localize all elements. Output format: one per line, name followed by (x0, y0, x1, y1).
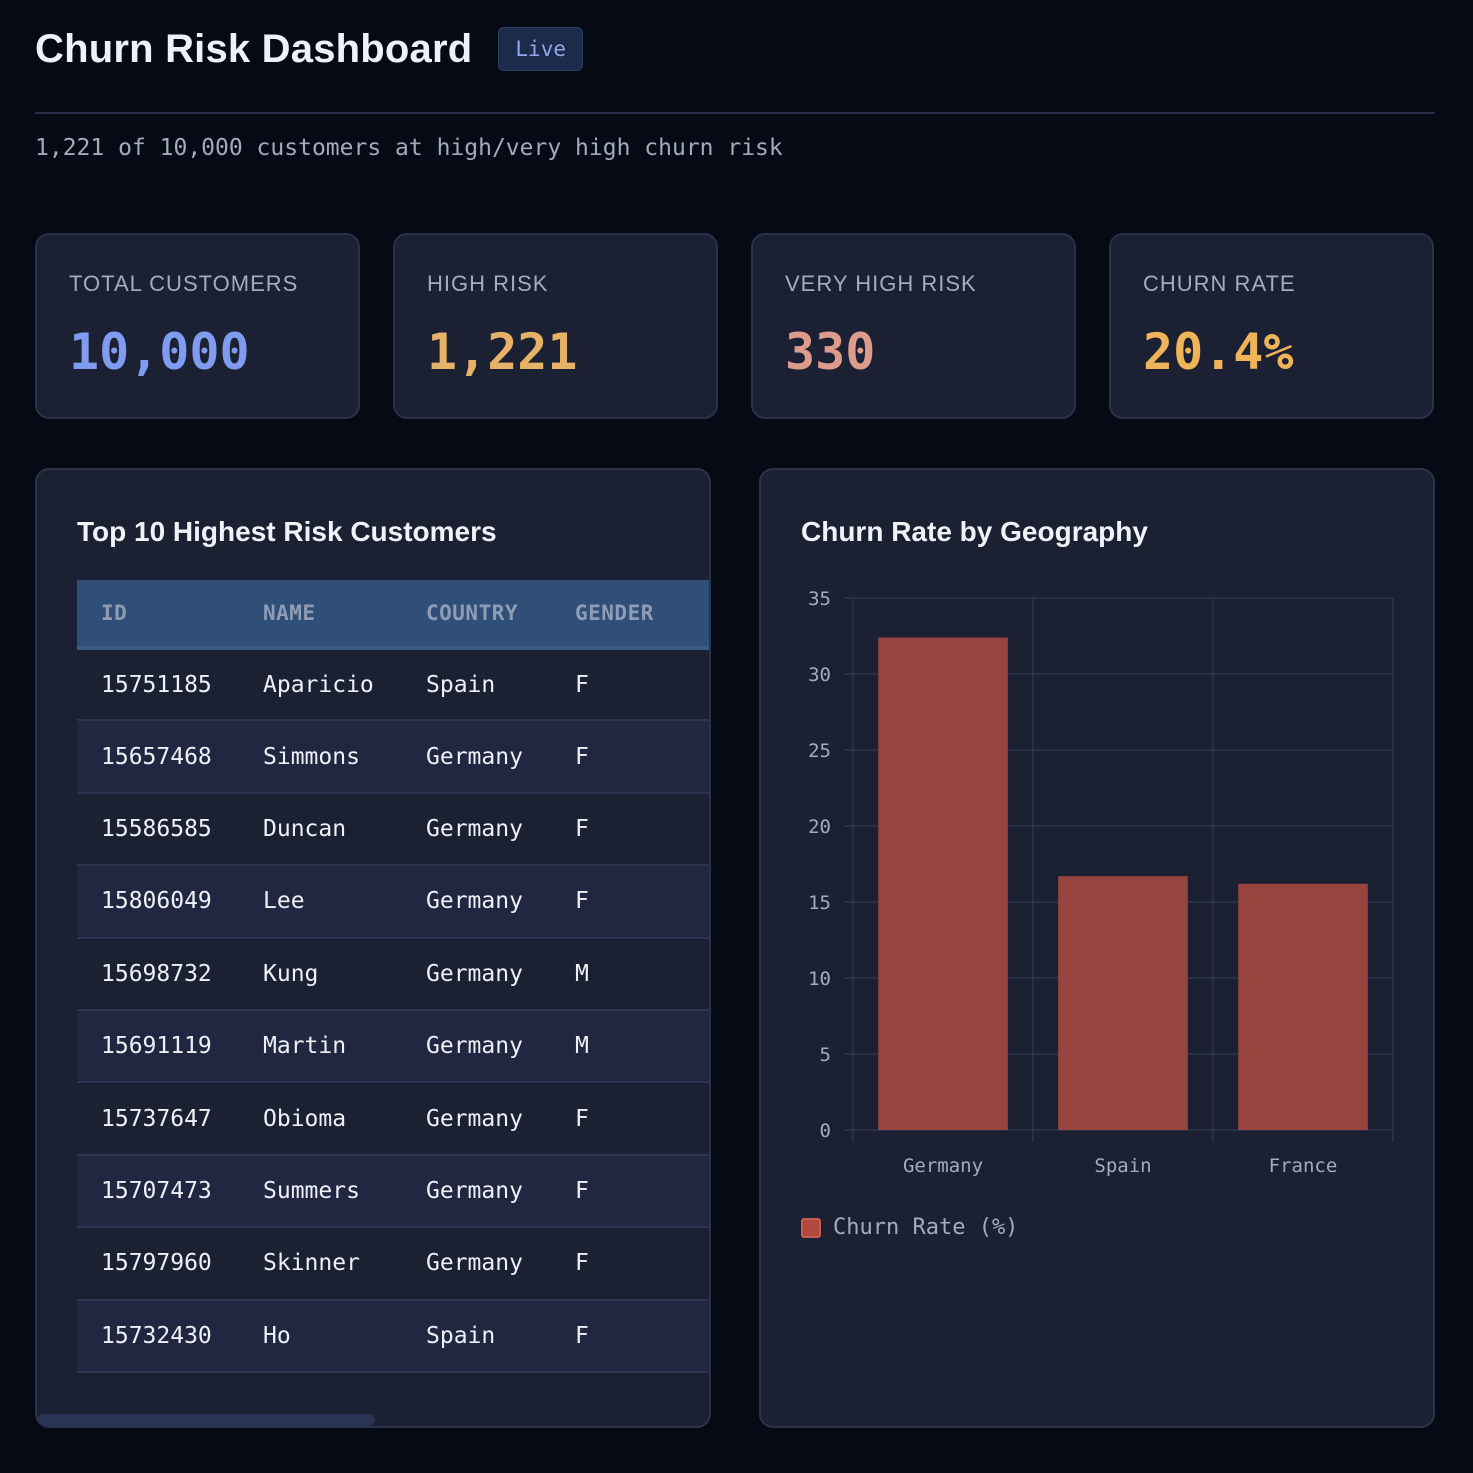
bar-spain (1058, 876, 1188, 1130)
y-tick-label: 5 (820, 1044, 831, 1066)
column-header-country[interactable]: COUNTRY (402, 580, 551, 650)
chart-title: Churn Rate by Geography (801, 516, 1148, 547)
cell-id: 15691119 (101, 1033, 212, 1060)
table-row[interactable]: 15707473 Summers Germany F (77, 1154, 709, 1228)
column-header-name[interactable]: NAME (239, 580, 402, 650)
cell-country: Germany (426, 1033, 523, 1060)
y-tick-label: 35 (808, 588, 831, 610)
y-tick-label: 25 (808, 740, 831, 762)
page-subtitle: 1,221 of 10,000 customers at high/very h… (35, 135, 783, 161)
cell-name: Lee (263, 888, 305, 915)
table-row[interactable]: 15751185 Aparicio Spain F (77, 648, 709, 721)
cell-country: Germany (426, 1250, 523, 1277)
cell-name: Kung (263, 960, 319, 987)
risk-table-panel: Top 10 Highest Risk Customers ID NAME CO… (35, 468, 711, 1428)
y-tick-label: 15 (808, 892, 831, 914)
cell-gender: M (575, 960, 589, 987)
table-row[interactable]: 15691119 Martin Germany M (77, 1009, 709, 1083)
cell-gender: M (575, 1033, 589, 1060)
cell-name: Martin (263, 1033, 347, 1060)
kpi-value: 330 (785, 323, 876, 381)
table-title: Top 10 Highest Risk Customers (77, 516, 497, 547)
cell-country: Germany (426, 815, 523, 842)
cell-id: 15707473 (101, 1177, 212, 1204)
geography-chart-panel: Churn Rate by Geography 0 5 10 15 20 25 30 35 Ge… (759, 468, 1435, 1428)
cell-gender: F (575, 815, 589, 842)
kpi-label: TOTAL CUSTOMERS (69, 271, 299, 296)
table-row[interactable]: 15698732 Kung Germany M (77, 937, 709, 1010)
kpi-value: 20.4% (1143, 323, 1294, 381)
page-title: Churn Risk Dashboard (35, 26, 473, 71)
cell-name: Skinner (263, 1250, 360, 1277)
legend-label: Churn Rate (%) (833, 1215, 1019, 1240)
y-tick-label: 0 (820, 1120, 831, 1142)
kpi-value: 10,000 (69, 323, 250, 381)
header-divider (35, 112, 1435, 114)
kpi-label: CHURN RATE (1143, 271, 1296, 296)
cell-name: Obioma (263, 1105, 347, 1132)
kpi-label: VERY HIGH RISK (785, 271, 977, 296)
table-row[interactable]: 15737647 Obioma Germany F (77, 1082, 709, 1155)
cell-gender: F (575, 1322, 589, 1349)
cell-gender: F (575, 671, 589, 698)
churn-bar-chart: 0 5 10 15 20 25 30 35 Germany Spain France (808, 588, 1394, 1177)
table-row[interactable]: 15806049 Lee Germany F (77, 865, 709, 938)
cell-country: Spain (426, 1322, 496, 1349)
column-header-id[interactable]: ID (77, 580, 239, 650)
kpi-value: 1,221 (427, 323, 578, 381)
cell-country: Germany (426, 1105, 523, 1132)
kpi-card-churn-rate: CHURN RATE 20.4% (1109, 233, 1434, 419)
table-row[interactable]: 15732430 Ho Spain F (77, 1299, 709, 1372)
cell-id: 15797960 (101, 1250, 212, 1277)
chart-legend[interactable]: Churn Rate (%) (801, 1215, 1018, 1240)
kpi-card-very-high-risk: VERY HIGH RISK 330 (751, 233, 1076, 419)
table-scroll-area[interactable]: ID NAME COUNTRY GENDER 15751185 Aparicio S… (77, 580, 709, 1373)
y-tick-label: 20 (808, 816, 831, 838)
cell-id: 15806049 (101, 888, 212, 915)
table-row[interactable]: 15657468 Simmons Germany F (77, 720, 709, 793)
cell-id: 15657468 (101, 743, 212, 770)
cell-id: 15751185 (101, 671, 212, 698)
horizontal-scrollbar[interactable] (37, 1414, 375, 1426)
kpi-card-high-risk: HIGH RISK 1,221 (393, 233, 718, 419)
bar-germany (878, 637, 1008, 1130)
header: Churn Risk Dashboard Live (35, 24, 583, 74)
bar-france (1238, 883, 1368, 1130)
legend-swatch (801, 1217, 821, 1238)
cell-country: Germany (426, 888, 523, 915)
table-row[interactable]: 15586585 Duncan Germany F (77, 792, 709, 866)
cell-country: Germany (426, 1177, 523, 1204)
cell-country: Germany (426, 960, 523, 987)
column-header-gender[interactable]: GENDER (551, 580, 709, 650)
x-tick-label: France (1269, 1155, 1338, 1177)
x-tick-label: Germany (903, 1155, 983, 1177)
table-header-row: ID NAME COUNTRY GENDER (77, 580, 709, 650)
cell-name: Simmons (263, 743, 360, 770)
cell-name: Duncan (263, 815, 347, 842)
x-tick-label: Spain (1094, 1155, 1151, 1177)
cell-id: 15732430 (101, 1322, 212, 1349)
cell-gender: F (575, 888, 589, 915)
cell-country: Spain (426, 671, 496, 698)
cell-gender: F (575, 1177, 589, 1204)
kpi-card-total-customers: TOTAL CUSTOMERS 10,000 (35, 233, 360, 419)
table-body: 15751185 Aparicio Spain F 15657468 Simmons Ge… (77, 648, 709, 1372)
cell-name: Aparicio (263, 671, 374, 698)
cell-name: Ho (263, 1322, 291, 1349)
cell-id: 15698732 (101, 960, 212, 987)
cell-name: Summers (263, 1177, 360, 1204)
y-tick-label: 10 (808, 968, 831, 990)
cell-id: 15586585 (101, 815, 212, 842)
live-badge: Live (498, 27, 583, 71)
cell-gender: F (575, 1250, 589, 1277)
y-tick-label: 30 (808, 664, 831, 686)
risk-customers-table: ID NAME COUNTRY GENDER 15751185 Aparicio S… (77, 580, 709, 1373)
cell-id: 15737647 (101, 1105, 212, 1132)
cell-gender: F (575, 1105, 589, 1132)
cell-country: Germany (426, 743, 523, 770)
kpi-label: HIGH RISK (427, 271, 549, 296)
table-row[interactable]: 15797960 Skinner Germany F (77, 1227, 709, 1300)
cell-gender: F (575, 743, 589, 770)
